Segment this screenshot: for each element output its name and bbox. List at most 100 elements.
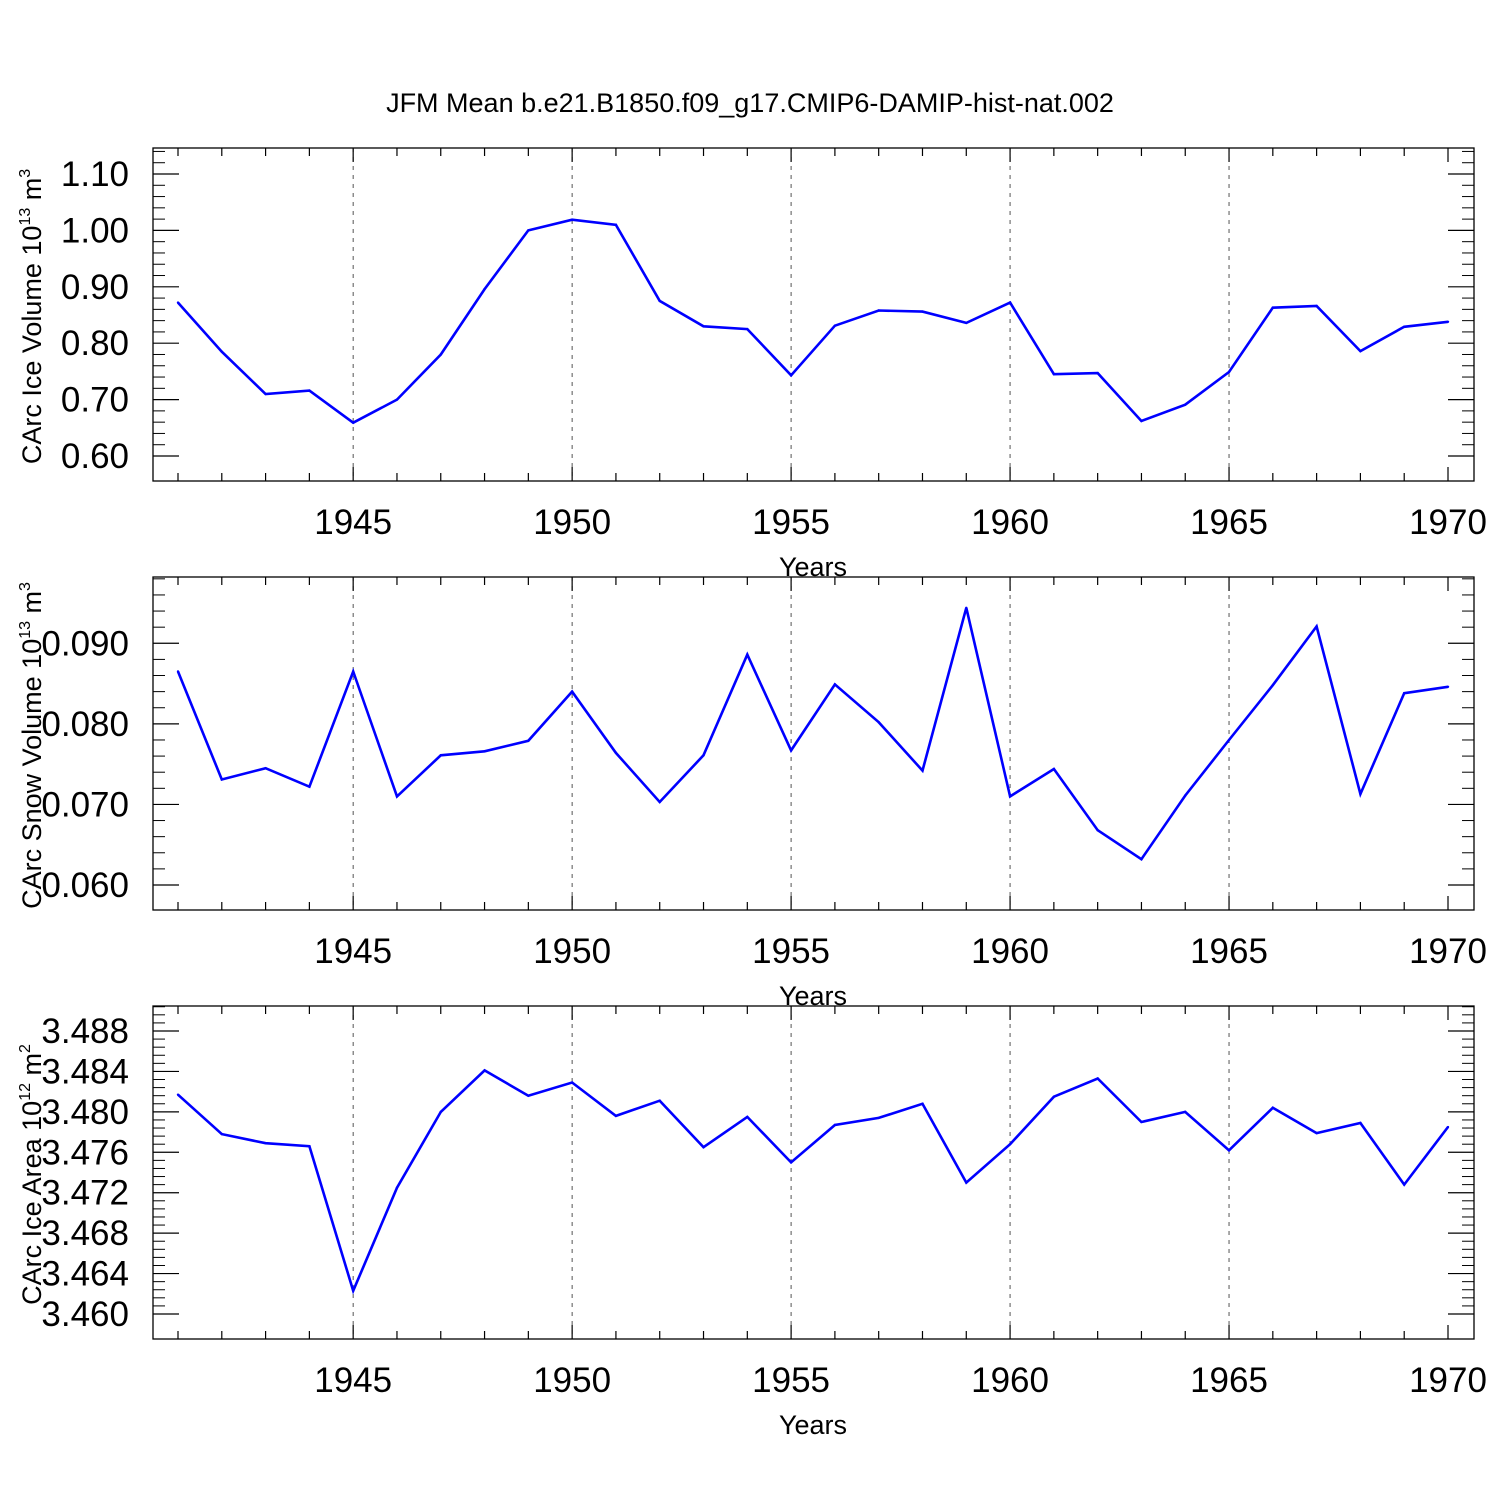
data-point (176, 1093, 180, 1096)
plot-frame (152, 1005, 1475, 1340)
data-point (527, 229, 530, 232)
data-point (1227, 1149, 1231, 1152)
data-point (658, 800, 661, 804)
data-point (395, 1186, 399, 1189)
data-point (527, 1094, 530, 1097)
data-point (351, 670, 355, 673)
data-point (1315, 1131, 1318, 1135)
series-line (177, 1068, 1450, 1295)
data-point (1227, 738, 1231, 742)
y-tick-label: 0.70 (61, 381, 129, 420)
y-tick-label: 3.484 (41, 1052, 129, 1091)
ice-volume-panel: 0.60 0.70 0.80 0.90 1.00 1.10 1945 1950 1955 1960… (17, 147, 1487, 582)
data-point (789, 1161, 793, 1164)
data-point (220, 350, 223, 353)
y-tick-label: 0.090 (41, 624, 129, 663)
data-point (1271, 1106, 1275, 1110)
x-tick-label: 1970 (1409, 1361, 1487, 1400)
data-point (1403, 325, 1406, 329)
data-point (483, 287, 486, 291)
data-point (1403, 1183, 1406, 1186)
data-point (877, 1116, 880, 1120)
data-point (746, 1115, 749, 1119)
data-point (833, 1123, 837, 1127)
data-point (570, 218, 574, 221)
data-point (921, 769, 924, 772)
y-axis-title: CArc Ice Volume 1013 m3 (17, 169, 47, 464)
data-point (483, 750, 486, 753)
data-point (746, 653, 749, 656)
data-point (1096, 371, 1099, 375)
data-point (220, 778, 223, 781)
data-point (1446, 320, 1450, 323)
x-axis-title: Years (779, 1410, 847, 1440)
y-tick-label: 0.060 (41, 866, 129, 905)
snow-volume-panel: 0.060 0.070 0.080 0.090 1945 1950 1955 1960 1965… (17, 576, 1487, 1011)
data-point (1052, 767, 1056, 771)
y-tick-label: 0.80 (61, 324, 129, 363)
data-point (220, 1132, 223, 1136)
data-point (702, 325, 705, 328)
data-point (702, 1146, 705, 1149)
data-point (1140, 858, 1143, 861)
data-point (614, 751, 618, 755)
x-tick-label: 1960 (971, 1361, 1049, 1400)
data-point (264, 766, 267, 770)
series-line (176, 607, 1449, 861)
data-point (789, 749, 793, 752)
y-tick-label: 0.070 (41, 785, 129, 824)
data-point (921, 1102, 924, 1105)
data-point (1271, 683, 1275, 687)
data-point (1315, 625, 1318, 628)
x-tick-label: 1945 (314, 503, 392, 542)
x-tick-label: 1950 (533, 932, 611, 971)
data-point (1184, 403, 1187, 406)
y-tick-label: 3.464 (41, 1255, 129, 1294)
data-point (1096, 829, 1099, 832)
data-point (921, 310, 924, 313)
data-point (746, 327, 749, 331)
x-tick-label: 1945 (314, 932, 392, 971)
data-point (439, 353, 442, 356)
data-point (1096, 1077, 1099, 1080)
data-point (176, 301, 180, 304)
data-point (570, 1081, 574, 1084)
data-point (1052, 1095, 1056, 1098)
x-tick-label: 1955 (752, 503, 830, 542)
data-point (658, 299, 661, 303)
data-point (439, 1110, 442, 1114)
y-tick-label: 3.480 (41, 1093, 129, 1132)
data-point (965, 321, 968, 325)
series-line (177, 218, 1449, 425)
x-tick-label: 1955 (752, 1361, 830, 1400)
data-point (308, 1145, 311, 1148)
figure-title: JFM Mean b.e21.B1850.f09_g17.CMIP6-DAMIP… (386, 88, 1114, 118)
data-point (614, 223, 618, 226)
data-point (1359, 1121, 1362, 1125)
data-point (1403, 692, 1406, 695)
data-point (264, 392, 267, 396)
data-point (833, 683, 837, 686)
data-point (308, 389, 311, 392)
data-point (483, 1069, 486, 1072)
data-point (1008, 1143, 1012, 1146)
x-tick-label: 1965 (1190, 932, 1268, 971)
data-point (1140, 419, 1143, 423)
data-point (1315, 304, 1318, 308)
data-point (351, 1289, 355, 1292)
data-point (1184, 794, 1187, 797)
data-point (570, 690, 574, 693)
x-tick-label: 1950 (533, 503, 611, 542)
y-tick-label: 3.468 (41, 1214, 129, 1253)
y-tick-label: 3.472 (41, 1174, 129, 1213)
data-point (395, 795, 399, 798)
data-point (351, 421, 355, 424)
y-tick-label: 3.488 (41, 1012, 129, 1051)
x-tick-label: 1965 (1190, 503, 1268, 542)
data-point (1359, 349, 1362, 353)
plot-frame (152, 147, 1475, 482)
data-point (1140, 1120, 1143, 1124)
y-axis-title: CArc Ice Area 1012 m2 (17, 1044, 47, 1305)
data-point (789, 374, 793, 377)
